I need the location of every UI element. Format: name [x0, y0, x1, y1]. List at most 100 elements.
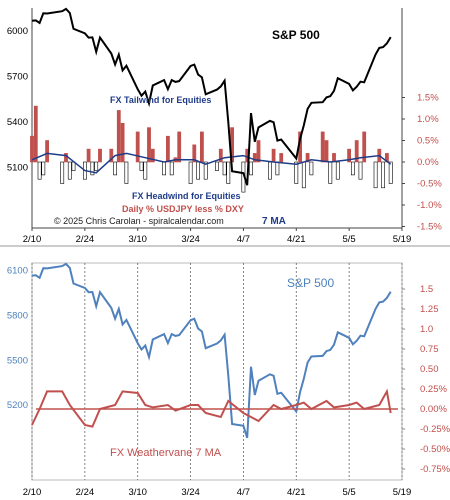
daily-bar [200, 131, 204, 163]
daily-bar [275, 161, 280, 176]
bottom-weathervane-line [31, 388, 392, 428]
daily-bar [294, 161, 299, 184]
daily-bar [30, 135, 34, 163]
bottom-right-tick-label: -0.25% [420, 424, 450, 435]
top-right-tick-label: -0.5% [417, 179, 442, 190]
bottom-sp500-label: S&P 500 [287, 276, 334, 290]
daily-bar [166, 135, 170, 163]
top-panel: 6000 5700 5400 5100 1.5% 1.0% 0.5% 0.0% -0.5% -1… [7, 7, 442, 245]
daily-bar [124, 161, 129, 184]
top-ma-line [31, 152, 392, 174]
bottom-x-tick-label: 5/19 [393, 487, 412, 498]
daily-bar [120, 123, 125, 163]
bottom-x-tick-label: 2/10 [23, 487, 42, 498]
daily-bar [90, 161, 95, 176]
daily-bar [218, 148, 223, 163]
top-x-tick-label: 3/10 [128, 234, 147, 245]
top-right-tick-label: 0.5% [417, 136, 439, 147]
daily-bar [64, 153, 68, 163]
daily-bar [86, 148, 91, 163]
top-left-tick-label: 5400 [7, 117, 28, 128]
top-x-tick-labels: 2/10 2/24 3/10 3/24 4/7 4/21 5/5 5/19 [23, 228, 411, 245]
daily-bar [33, 105, 38, 163]
bottom-right-tick-label: 0.75 [420, 344, 439, 355]
daily-bar [60, 161, 65, 184]
daily-bar [335, 161, 340, 180]
top-copyright: © 2025 Chris Carolan - spiralcalendar.co… [54, 216, 224, 226]
bottom-right-tick-label: -0.50% [420, 444, 450, 455]
bottom-right-tick-label: -0.75% [420, 464, 450, 475]
top-sp500-line [31, 7, 392, 186]
bottom-panel: 6100 5800 5500 5200 1.5 1.25 1.0 0.75 0.50 0.25%… [7, 262, 450, 498]
top-left-tick-labels: 6000 5700 5400 5100 [7, 26, 28, 174]
top-headwind-label: FX Headwind for Equities [132, 191, 241, 201]
daily-bar [147, 127, 151, 163]
bottom-weathervane-label: FX Weathervane 7 MA [110, 447, 222, 459]
daily-bar [113, 161, 118, 176]
daily-bar [222, 161, 227, 176]
daily-bar [45, 140, 50, 163]
daily-bar [381, 161, 386, 189]
top-sp500-label: S&P 500 [272, 28, 320, 42]
bottom-right-tick-label: 0.00% [420, 404, 447, 415]
bottom-left-tick-label: 5500 [7, 355, 28, 366]
top-right-tick-label: 0.0% [417, 157, 439, 168]
daily-bar [215, 161, 219, 171]
bottom-vertical-gridlines [31, 263, 403, 480]
daily-bar [362, 131, 367, 163]
daily-bar [305, 153, 310, 163]
bottom-right-tick-labels: 1.5 1.25 1.0 0.75 0.50 0.25% 0.00% -0.25% -0.50%… [402, 284, 450, 475]
daily-bar [67, 161, 72, 180]
daily-bar [388, 161, 393, 184]
daily-bar [271, 148, 276, 163]
daily-bar [116, 110, 121, 163]
bottom-left-tick-labels: 6100 5800 5500 5200 [7, 266, 28, 412]
daily-bar [226, 161, 231, 184]
top-x-tick-label: 3/24 [181, 234, 200, 245]
daily-bar [196, 161, 201, 180]
bottom-x-tick-label: 3/24 [181, 487, 200, 498]
daily-bar [150, 148, 155, 163]
bottom-right-tick-label: 1.5 [420, 284, 433, 295]
top-right-tick-label: 1.0% [417, 114, 439, 125]
daily-bar [162, 161, 167, 176]
bottom-left-tick-label: 5200 [7, 400, 28, 411]
bottom-sp500-line [31, 262, 392, 439]
daily-bar [135, 131, 140, 163]
daily-bar [98, 148, 102, 163]
daily-bar [37, 161, 42, 180]
daily-bar [139, 161, 144, 171]
top-x-tick-label: 4/21 [287, 234, 306, 245]
daily-bar [249, 161, 253, 176]
top-x-tick-label: 2/10 [23, 234, 42, 245]
daily-bar [354, 140, 359, 163]
top-x-tick-label: 2/24 [76, 234, 95, 245]
daily-bar [267, 161, 272, 180]
daily-bar [373, 161, 378, 189]
bottom-right-tick-label: 1.0 [420, 324, 433, 335]
top-tailwind-label: FX Tailwind for Equities [110, 95, 211, 105]
daily-bar [309, 161, 314, 176]
bottom-right-tick-label: 0.50 [420, 364, 439, 375]
daily-bar [279, 153, 284, 163]
top-left-tick-label: 5700 [7, 71, 28, 82]
daily-bar [203, 161, 208, 180]
daily-bar [324, 140, 329, 163]
daily-bar [347, 148, 352, 163]
top-left-tick-label: 5100 [7, 162, 28, 173]
top-right-tick-label: -1.5% [417, 222, 442, 233]
bottom-x-tick-label: 4/7 [237, 487, 250, 498]
bottom-x-tick-label: 4/21 [287, 487, 306, 498]
top-x-tick-label: 4/7 [237, 234, 250, 245]
bottom-x-tick-label: 2/24 [76, 487, 95, 498]
top-right-tick-labels: 1.5% 1.0% 0.5% 0.0% -0.5% -1.0% -1.5% [402, 93, 442, 233]
top-right-tick-label: 1.5% [417, 93, 439, 104]
daily-bar [350, 161, 355, 176]
daily-bar [301, 161, 306, 189]
top-daily-label: Daily % USDJPY less % DXY [122, 204, 244, 214]
daily-bar [177, 131, 182, 163]
daily-bar [320, 131, 325, 163]
daily-bar [256, 140, 261, 163]
daily-bar [192, 144, 197, 163]
bottom-right-tick-label: 0.25% [420, 384, 447, 395]
